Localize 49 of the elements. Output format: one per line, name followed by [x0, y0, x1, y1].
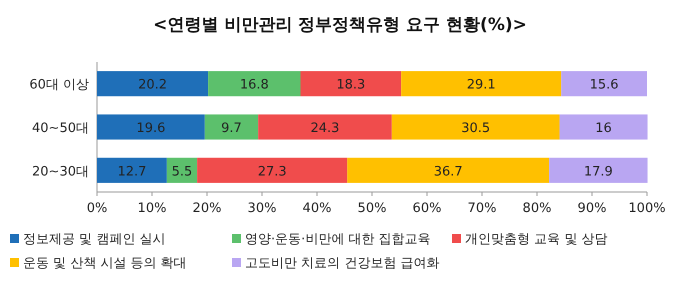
bar: [258, 114, 392, 140]
data-label: 20.2: [138, 78, 168, 93]
x-tick-label: 80%: [522, 201, 552, 216]
x-tick-label: 90%: [578, 201, 606, 216]
bar: [197, 158, 348, 183]
bar: [97, 114, 205, 140]
y-tick-label: 40~50대: [32, 121, 89, 136]
x-tick-label: 60%: [412, 201, 442, 216]
y-tick-label: 20~30대: [32, 164, 89, 180]
legend-label: 개인맞춤형 교육 및 상담: [465, 232, 608, 247]
x-tick-label: 30%: [248, 201, 276, 216]
bar: [208, 71, 300, 96]
data-label: 9.7: [221, 121, 242, 136]
bar: [300, 71, 402, 96]
x-tick-label: 50%: [358, 201, 386, 216]
legend-label: 정보제공 및 캠페인 실시: [23, 232, 166, 247]
x-tick-label: 20%: [192, 201, 222, 216]
data-label: 27.3: [258, 164, 287, 180]
data-label: 15.6: [590, 78, 619, 93]
x-tick-label: 10%: [138, 201, 166, 216]
data-label: 30.5: [461, 121, 490, 136]
bar: [204, 114, 258, 140]
chart-title: <연령별 비만관리 정부정책유형 요구 현황(%)>: [153, 15, 527, 35]
data-label: 16.8: [240, 78, 269, 93]
data-label: 16: [595, 121, 612, 136]
bar: [401, 71, 562, 96]
bar: [392, 114, 560, 140]
bar: [560, 114, 648, 140]
x-tick-label: 40%: [302, 201, 332, 216]
legend-label: 운동 및 산책 시설 등의 확대: [23, 256, 187, 271]
bar: [97, 71, 208, 96]
data-label: 19.6: [136, 121, 166, 136]
data-label: 12.7: [117, 164, 146, 180]
data-label: 24.3: [310, 121, 340, 136]
x-tick-label: 70%: [468, 201, 496, 216]
data-label: 17.9: [584, 164, 613, 180]
legend-label: 영양·운동·비만에 대한 집합교육: [245, 232, 431, 247]
x-tick-label: 100%: [628, 201, 666, 216]
bar: [97, 158, 167, 183]
y-tick-label: 60대 이상: [29, 78, 89, 93]
data-label: 18.3: [336, 78, 366, 93]
data-label: 5.5: [172, 164, 192, 180]
bar: [561, 71, 647, 96]
x-tick-label: 0%: [86, 201, 108, 216]
data-label: 29.1: [466, 78, 496, 93]
bar: [347, 158, 550, 183]
bar: [549, 158, 648, 183]
data-label: 36.7: [434, 164, 463, 180]
legend-label: 고도비만 치료의 건강보험 급여화: [245, 256, 440, 271]
